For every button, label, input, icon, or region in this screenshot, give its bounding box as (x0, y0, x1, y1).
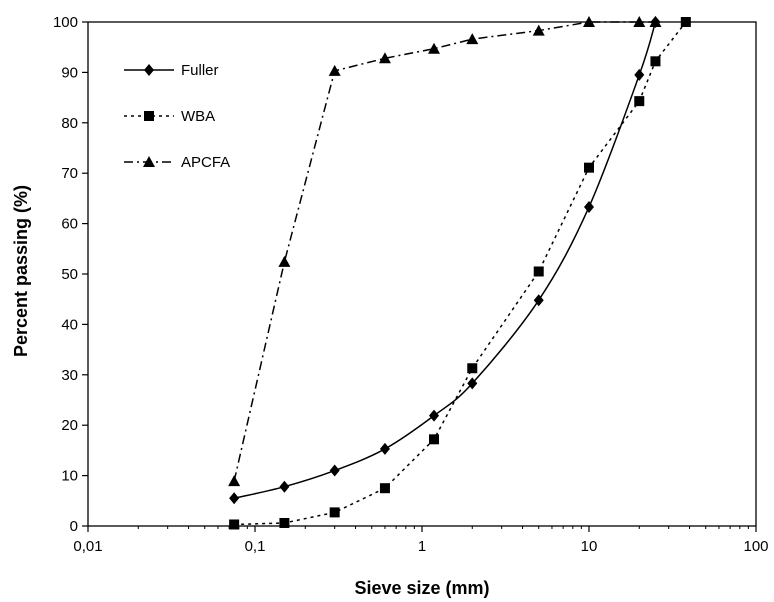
y-tick-label: 60 (61, 216, 78, 233)
series-layer (228, 16, 691, 530)
data-point-fuller (379, 442, 390, 455)
legend-label-apcfa: APCFA (181, 154, 230, 171)
y-axis-title: Percent passing (%) (11, 185, 31, 357)
data-point-apcfa (466, 33, 479, 45)
y-tick-label: 90 (61, 64, 78, 81)
data-point-wba (634, 96, 645, 107)
series-line-fuller (233, 21, 657, 500)
data-point-apcfa (378, 52, 391, 64)
data-point-fuller (584, 200, 594, 213)
axes: 0 10 20 30 40 50 60 70 80 90 100 0,01 0,1 1 10 100 (53, 14, 769, 555)
x-tick-label: 1 (418, 538, 426, 555)
data-point-fuller (533, 294, 544, 307)
data-point-wba (533, 266, 544, 277)
data-point-wba (429, 434, 440, 445)
data-point-fuller (329, 464, 340, 477)
series-apcfa (228, 16, 662, 487)
x-tick-label: 0,01 (73, 538, 102, 555)
legend-marker-wba (144, 111, 154, 121)
data-point-apcfa (532, 24, 545, 36)
data-point-apcfa (228, 475, 241, 487)
data-point-fuller (229, 492, 240, 505)
y-tick-label: 40 (61, 316, 78, 333)
legend-label-fuller: Fuller (181, 62, 219, 79)
data-point-wba (467, 363, 478, 374)
data-point-apcfa (649, 16, 662, 27)
series-line-apcfa (233, 21, 656, 482)
data-point-apcfa (328, 64, 341, 76)
series-wba (229, 17, 691, 530)
legend-label-wba: WBA (181, 108, 215, 125)
y-tick-label: 30 (61, 367, 78, 384)
legend-item-apcfa: APCFA (124, 154, 230, 171)
series-fuller (229, 16, 661, 505)
y-tick-label: 10 (61, 468, 78, 485)
data-point-apcfa (428, 42, 441, 54)
x-axis-title: Sieve size (mm) (354, 578, 489, 598)
data-point-wba (379, 483, 390, 494)
data-point-apcfa (633, 16, 646, 27)
y-tick-label: 0 (70, 518, 78, 535)
data-point-wba (680, 17, 691, 27)
y-tick-label: 100 (53, 14, 78, 31)
y-tick-label: 80 (61, 115, 78, 132)
legend: Fuller WBA APCFA (124, 62, 230, 171)
x-tick-label: 0,1 (245, 538, 266, 555)
series-line-wba (234, 21, 687, 526)
legend-marker-fuller (144, 64, 154, 76)
x-tick-label: 10 (581, 538, 598, 555)
legend-item-fuller: Fuller (124, 62, 219, 79)
data-point-fuller (634, 68, 645, 81)
data-point-wba (229, 519, 240, 530)
y-tick-label: 70 (61, 165, 78, 182)
data-point-wba (279, 517, 290, 528)
data-point-fuller (429, 409, 440, 422)
data-point-fuller (279, 480, 290, 493)
legend-item-wba: WBA (124, 108, 215, 125)
data-point-wba (650, 56, 661, 67)
data-point-wba (584, 162, 594, 173)
data-point-fuller (467, 377, 478, 390)
data-point-apcfa (278, 255, 291, 267)
legend-marker-apcfa (143, 156, 155, 167)
y-tick-label: 20 (61, 417, 78, 434)
y-tick-label: 50 (61, 266, 78, 283)
data-point-apcfa (583, 16, 595, 27)
x-tick-label: 100 (743, 538, 768, 555)
data-point-wba (329, 507, 340, 518)
